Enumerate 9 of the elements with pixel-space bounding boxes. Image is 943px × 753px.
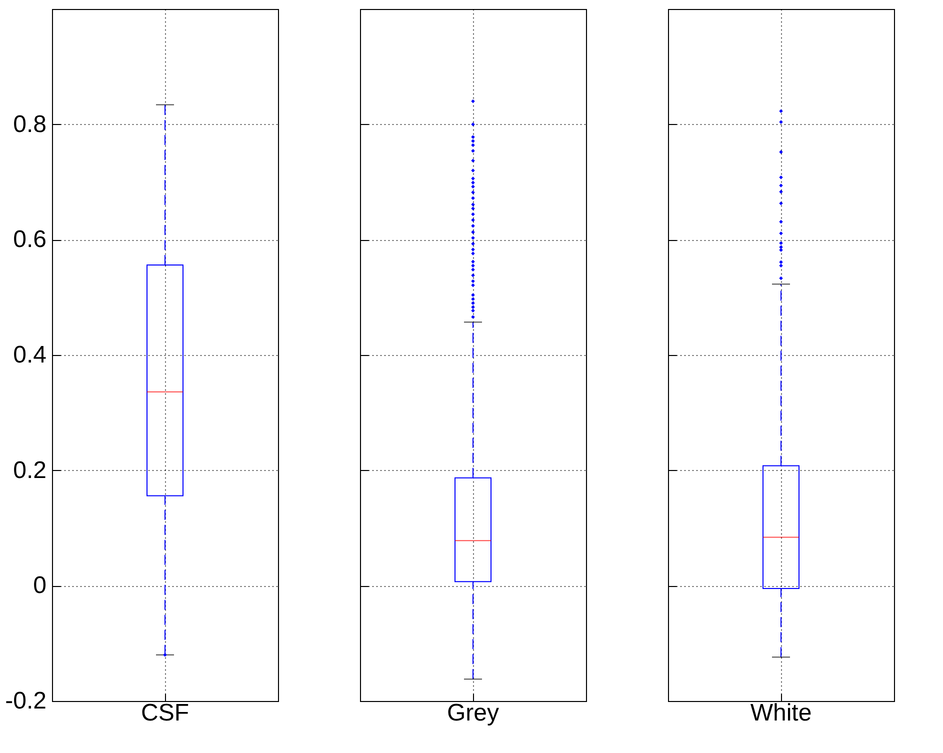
y-tick-label: -0.2 <box>5 688 46 714</box>
y-tick-label: 0.4 <box>13 342 46 368</box>
x-tick-label: White <box>750 700 812 726</box>
x-tick-label: CSF <box>141 700 189 726</box>
x-tick-label: Grey <box>446 700 500 726</box>
y-tick-label: 0.8 <box>13 110 46 138</box>
y-tick-label: 0.6 <box>13 226 46 254</box>
y-tick-label: 0 <box>33 572 46 600</box>
y-tick-label: 0.2 <box>13 456 46 484</box>
